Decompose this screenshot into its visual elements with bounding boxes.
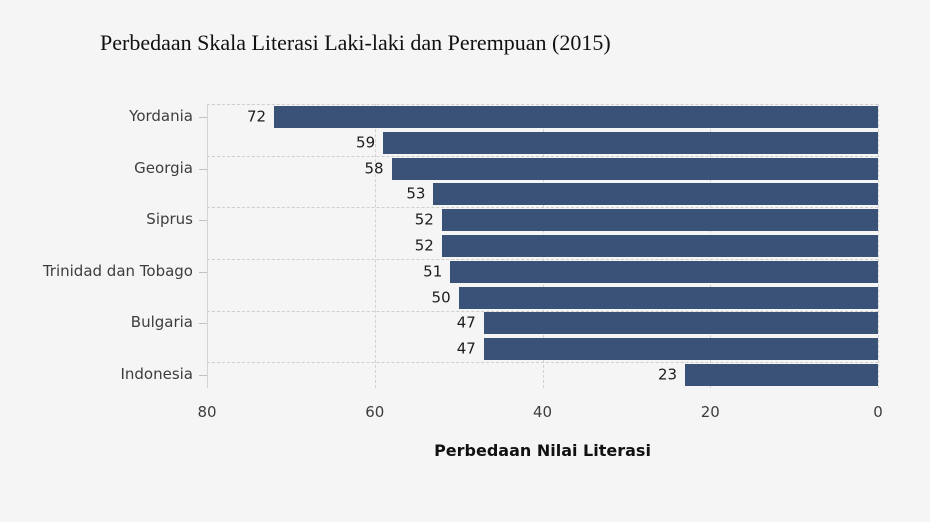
gridline-horizontal [207,310,878,312]
category-label: Bulgaria [130,313,193,332]
x-axis-title: Perbedaan Nilai Literasi [434,441,651,460]
bar-value-label: 51 [423,262,443,281]
bar [441,209,878,232]
bar-value-label: 47 [456,339,476,358]
bar-value-label: 58 [364,159,384,178]
gridline-horizontal [207,104,878,105]
bar [391,157,878,180]
y-axis-line [207,104,208,388]
bar [458,286,878,309]
y-tick-mark [199,375,207,377]
chart-title: Perbedaan Skala Literasi Laki-laki dan P… [100,30,611,55]
y-tick-mark [199,220,207,222]
gridline-vertical [878,104,879,388]
bar-value-label: 59 [356,133,376,152]
y-tick-mark [199,271,207,273]
bar-value-label: 52 [414,210,434,229]
gridline-horizontal [207,207,878,209]
gridline-horizontal [207,362,878,364]
bar-value-label: 72 [247,107,267,126]
y-tick-mark [199,116,207,118]
x-tick-label: 0 [873,403,883,421]
bar-value-label: 53 [406,184,426,203]
x-tick-label: 60 [365,403,385,421]
y-tick-mark [199,168,207,170]
plot-area: Perbedaan Nilai Literasi 80 60 40 20 0 72 Yord… [43,104,883,460]
bar-value-label: 50 [431,288,451,307]
bar [483,312,878,335]
x-tick-label: 80 [197,403,217,421]
gridline-horizontal [207,258,878,260]
bar [685,364,878,387]
x-tick-label: 20 [700,403,720,421]
category-label: Indonesia [120,365,193,384]
bar-value-label: 52 [414,236,434,255]
bar [441,235,878,257]
category-label: Trinidad dan Tobago [42,261,193,280]
x-tick-label: 40 [532,403,553,421]
gridline-horizontal [207,155,878,157]
bar [483,338,878,361]
bar-value-label: 47 [456,314,476,333]
category-label: Georgia [134,158,193,177]
bar [274,105,878,128]
bar-value-label: 23 [658,365,678,384]
gridline-vertical [374,104,376,388]
bar [433,183,878,206]
y-tick-mark [199,323,207,325]
bar [450,260,878,283]
category-label: Yordania [129,106,193,125]
bar [383,131,878,154]
category-label: Siprus [146,210,193,229]
